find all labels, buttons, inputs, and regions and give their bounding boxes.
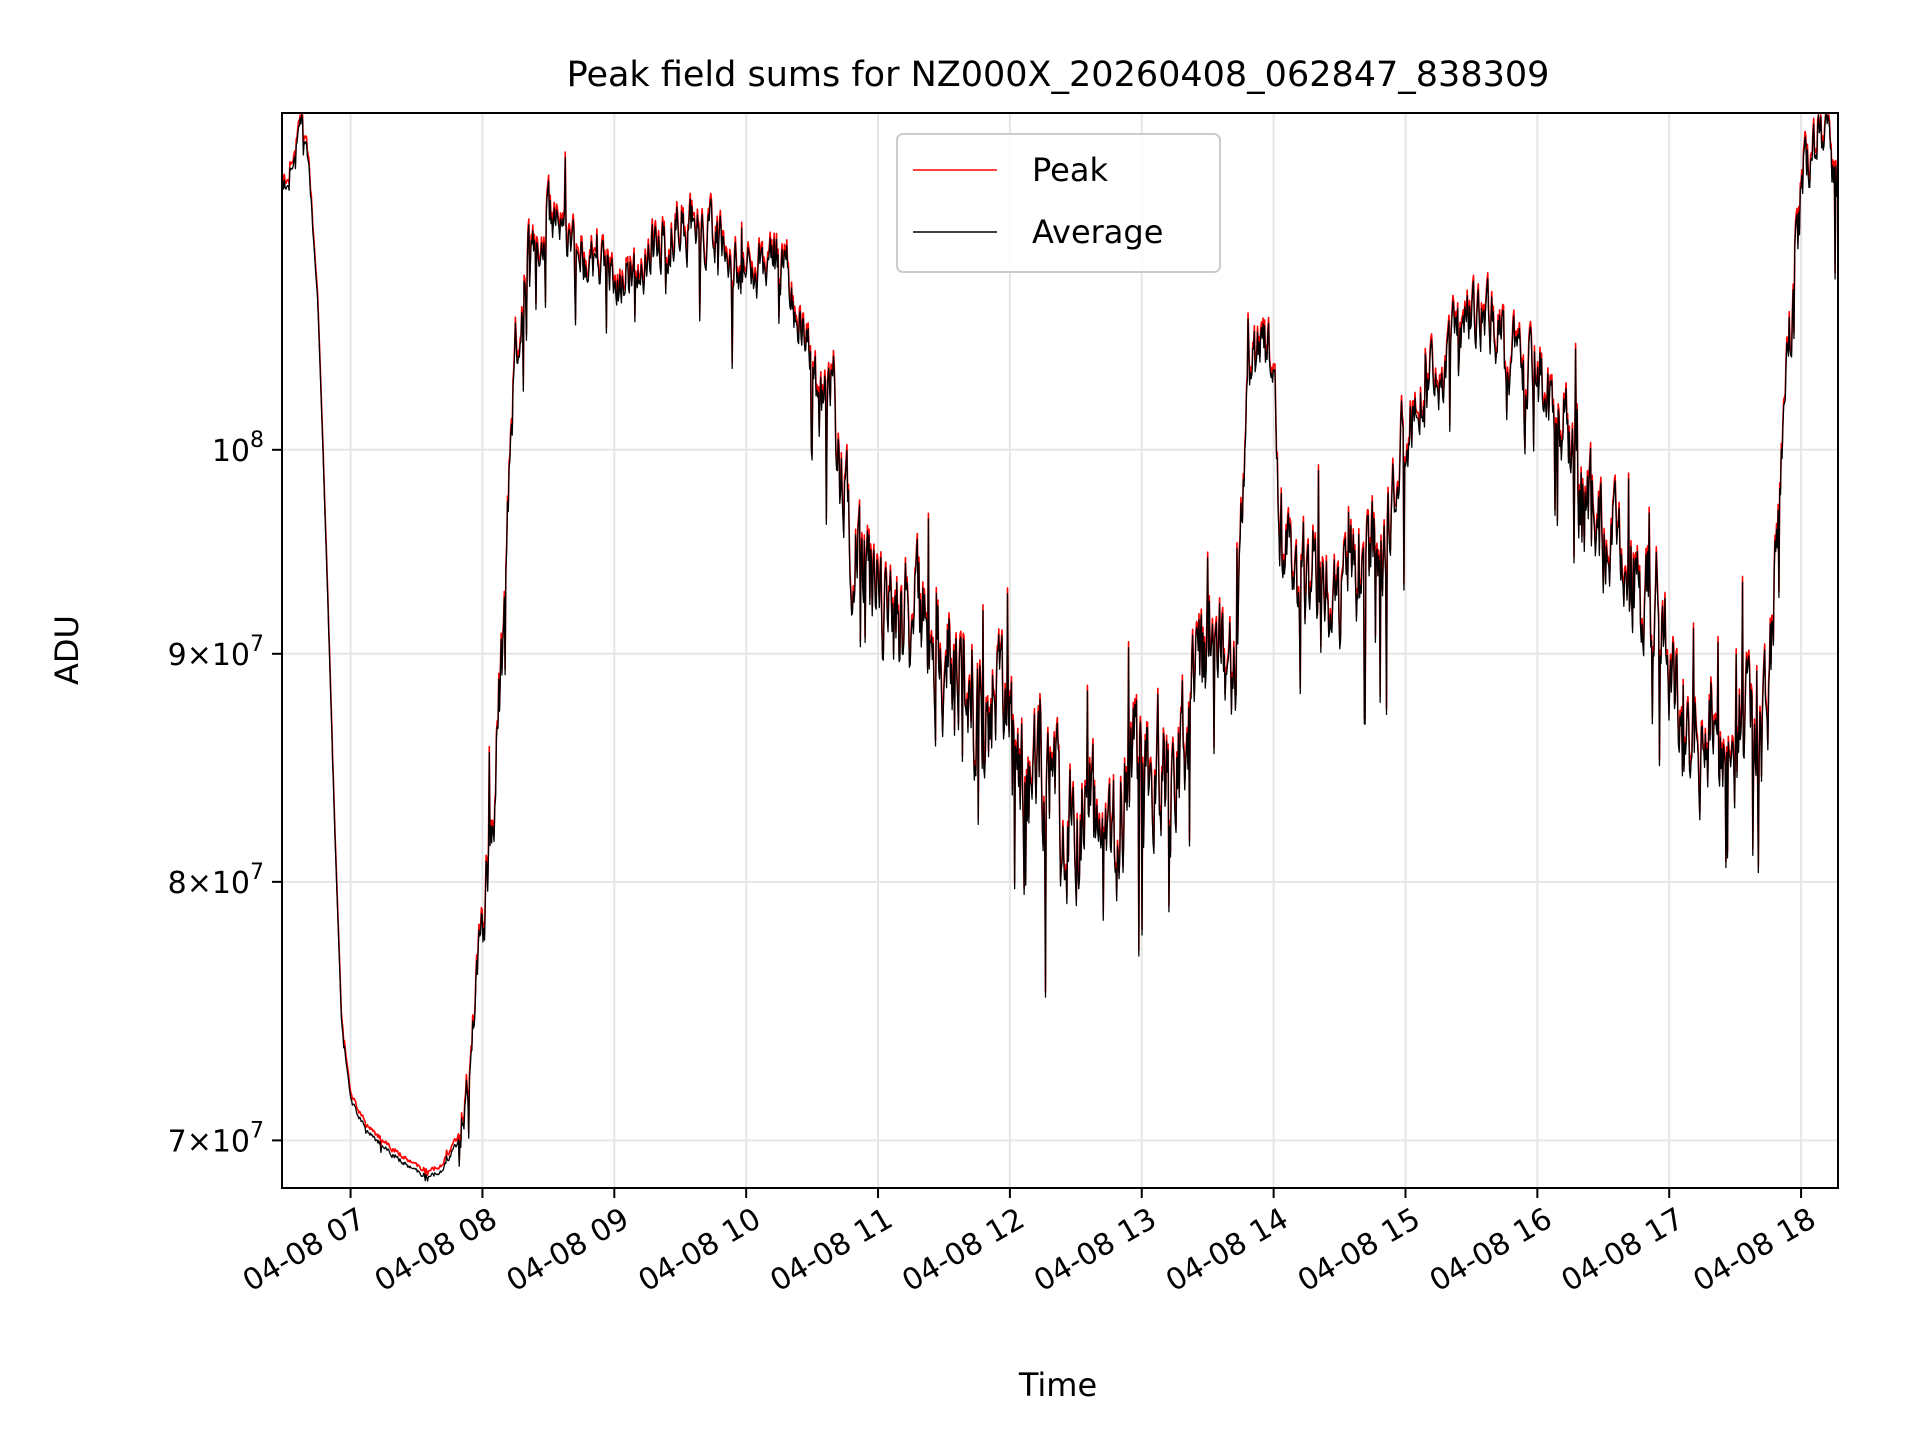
y-tick-label: 7×107 [168, 1118, 264, 1159]
y-tick-times: ×10 [187, 1124, 250, 1159]
y-tick-exponent: 7 [250, 860, 264, 885]
series-line-average [281, 113, 1839, 1182]
legend-average-label: Average [1032, 213, 1163, 251]
y-tick-base: 10 [212, 434, 250, 469]
y-tick-mantissa: 9 [168, 638, 187, 673]
y-tick-exponent: 8 [250, 428, 264, 453]
y-tick-label: 8×107 [168, 860, 264, 901]
plot-series [281, 113, 1839, 1182]
y-axis-label: ADU [48, 615, 86, 685]
y-tick-mantissa: 8 [168, 866, 187, 901]
y-tick-mantissa: 7 [168, 1124, 187, 1159]
chart-title: Peak field sums for NZ000X_20260408_0628… [567, 55, 1550, 95]
plot-frame [281, 112, 1839, 1189]
y-tick-times: ×10 [187, 866, 250, 901]
legend-box [896, 133, 1221, 273]
legend-peak-label: Peak [1032, 151, 1108, 189]
y-tick-label: 108 [212, 428, 264, 469]
y-tick-exponent: 7 [250, 1118, 264, 1143]
legend[interactable]: Peak Average [896, 133, 1221, 273]
y-tick-exponent: 7 [250, 632, 264, 657]
y-tick-times: ×10 [187, 638, 250, 673]
y-tick-label: 9×107 [168, 632, 264, 673]
x-axis-label: Time [1018, 1366, 1097, 1404]
